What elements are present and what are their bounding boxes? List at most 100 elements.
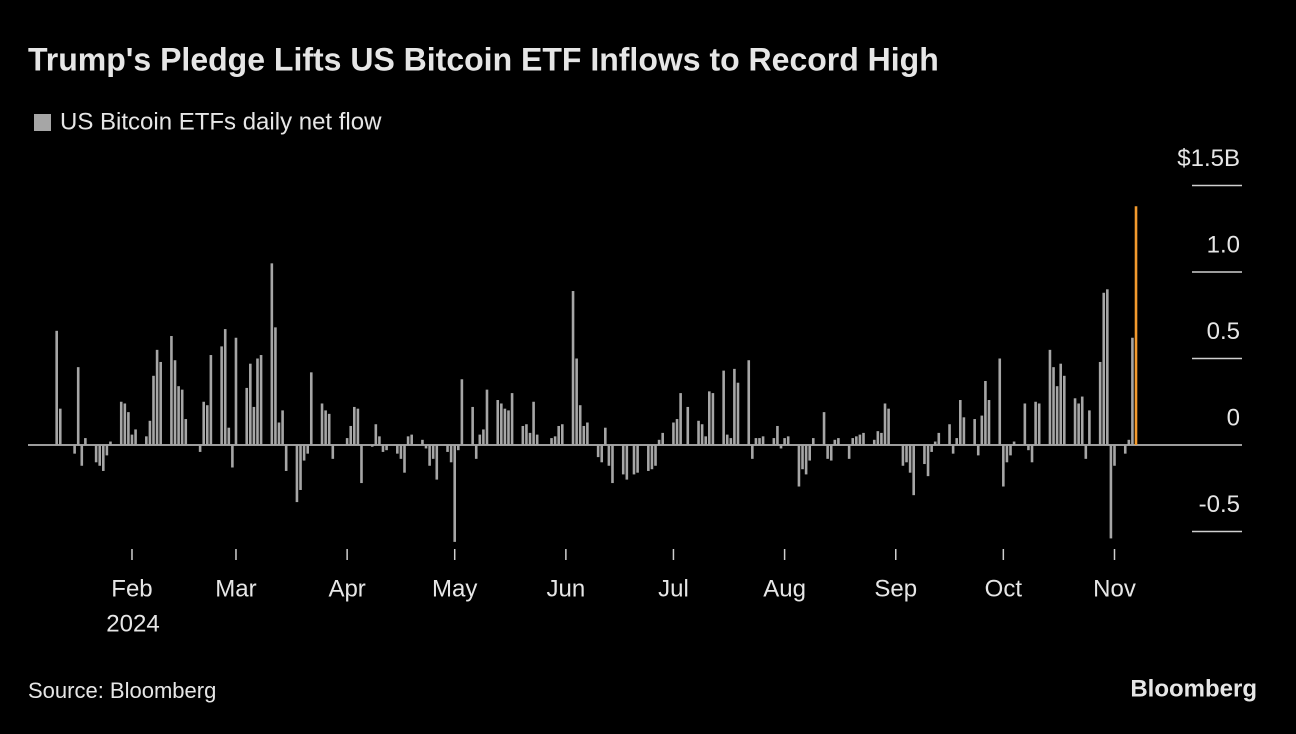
bar bbox=[761, 436, 765, 445]
bar bbox=[779, 445, 783, 449]
bar bbox=[948, 424, 951, 445]
bar bbox=[1088, 410, 1091, 445]
x-tick-label: Jul bbox=[658, 575, 689, 602]
bar bbox=[155, 349, 159, 445]
bar bbox=[109, 441, 112, 445]
bar bbox=[959, 400, 962, 445]
bar bbox=[202, 401, 206, 445]
bar bbox=[152, 375, 155, 445]
bar bbox=[930, 445, 933, 452]
bar bbox=[611, 445, 614, 484]
bar bbox=[647, 445, 650, 471]
bar bbox=[905, 445, 908, 463]
bar bbox=[396, 445, 399, 454]
bar bbox=[851, 438, 855, 445]
bar bbox=[410, 434, 413, 445]
bar bbox=[736, 382, 740, 445]
bar bbox=[586, 422, 589, 445]
bar bbox=[704, 436, 708, 445]
bar bbox=[331, 445, 335, 459]
bar bbox=[270, 263, 274, 445]
bar bbox=[159, 361, 162, 445]
bar bbox=[205, 405, 209, 445]
bar bbox=[998, 358, 1002, 445]
bar bbox=[607, 445, 611, 466]
bar bbox=[94, 445, 98, 463]
bar bbox=[951, 445, 955, 454]
bar bbox=[1098, 361, 1102, 445]
bar bbox=[449, 445, 453, 463]
bar bbox=[1059, 363, 1063, 445]
bar bbox=[123, 403, 127, 445]
bar bbox=[1077, 403, 1080, 445]
bar bbox=[654, 445, 657, 466]
bar bbox=[1073, 398, 1077, 445]
bar bbox=[306, 445, 309, 454]
bar bbox=[456, 445, 460, 451]
bar bbox=[1062, 375, 1066, 445]
bar bbox=[962, 417, 966, 445]
bar bbox=[880, 432, 883, 445]
bar bbox=[729, 438, 733, 445]
bar bbox=[937, 432, 941, 445]
bar bbox=[783, 438, 786, 445]
bar bbox=[320, 403, 324, 445]
bar bbox=[370, 445, 374, 447]
bar bbox=[604, 427, 607, 445]
bar bbox=[510, 393, 514, 445]
bar bbox=[478, 434, 482, 445]
bar bbox=[876, 431, 880, 445]
bar bbox=[471, 406, 474, 445]
bar bbox=[406, 436, 410, 445]
bar bbox=[557, 425, 560, 445]
legend-label: US Bitcoin ETFs daily net flow bbox=[60, 108, 382, 135]
y-tick-label: 1.0 bbox=[1207, 231, 1240, 258]
bar bbox=[926, 445, 930, 477]
bar bbox=[403, 445, 406, 473]
bar bbox=[733, 368, 736, 445]
bar bbox=[1030, 445, 1034, 463]
bar bbox=[984, 380, 987, 445]
bar bbox=[345, 438, 349, 445]
bar bbox=[80, 445, 84, 466]
bar bbox=[220, 346, 223, 445]
bar bbox=[507, 410, 510, 445]
bar bbox=[1002, 445, 1005, 487]
bar bbox=[76, 367, 80, 445]
bar bbox=[772, 438, 776, 445]
bar bbox=[1080, 396, 1084, 445]
bar bbox=[324, 410, 327, 445]
bar bbox=[496, 400, 500, 445]
bar bbox=[170, 336, 173, 445]
bar bbox=[1034, 401, 1037, 445]
bar bbox=[535, 434, 539, 445]
bar bbox=[223, 329, 227, 445]
bar bbox=[145, 436, 148, 445]
bar bbox=[528, 432, 532, 445]
bar bbox=[428, 445, 431, 466]
bar bbox=[460, 379, 464, 445]
bar bbox=[575, 358, 578, 445]
bar bbox=[833, 439, 837, 445]
bar bbox=[776, 425, 779, 445]
bar bbox=[650, 445, 654, 470]
bar bbox=[908, 445, 912, 473]
bar bbox=[55, 330, 58, 445]
bar bbox=[209, 355, 213, 445]
bar bbox=[198, 445, 202, 452]
y-tick-label: -0.5 bbox=[1199, 491, 1240, 518]
bar bbox=[435, 445, 439, 480]
bar bbox=[1102, 292, 1106, 445]
source: Source: Bloomberg bbox=[28, 678, 216, 703]
bar bbox=[1131, 337, 1134, 445]
x-tick-label: Feb bbox=[111, 575, 152, 602]
bar bbox=[797, 445, 801, 487]
x-tick-label: Jun bbox=[547, 575, 586, 602]
bar bbox=[711, 393, 715, 445]
bar bbox=[596, 445, 600, 458]
bar bbox=[804, 445, 808, 475]
bar bbox=[708, 391, 711, 445]
y-tick-label: 0.5 bbox=[1207, 318, 1240, 345]
bar bbox=[826, 445, 829, 459]
bar bbox=[446, 445, 449, 452]
